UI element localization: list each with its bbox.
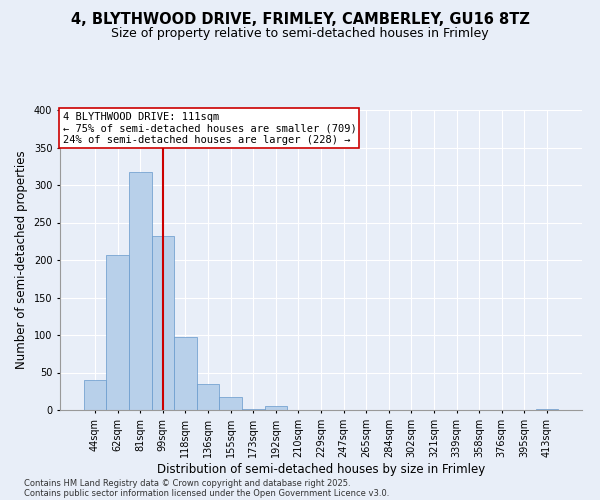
Text: 4, BLYTHWOOD DRIVE, FRIMLEY, CAMBERLEY, GU16 8TZ: 4, BLYTHWOOD DRIVE, FRIMLEY, CAMBERLEY, … bbox=[71, 12, 529, 28]
Bar bbox=[106, 255, 129, 410]
Bar bbox=[197, 384, 220, 410]
Text: Size of property relative to semi-detached houses in Frimley: Size of property relative to semi-detach… bbox=[111, 28, 489, 40]
Bar bbox=[265, 406, 287, 410]
X-axis label: Distribution of semi-detached houses by size in Frimley: Distribution of semi-detached houses by … bbox=[157, 462, 485, 475]
Text: Contains HM Land Registry data © Crown copyright and database right 2025.: Contains HM Land Registry data © Crown c… bbox=[24, 478, 350, 488]
Bar bbox=[536, 409, 558, 410]
Bar bbox=[152, 236, 174, 410]
Text: Contains public sector information licensed under the Open Government Licence v3: Contains public sector information licen… bbox=[24, 488, 389, 498]
Bar bbox=[242, 408, 265, 410]
Bar bbox=[220, 397, 242, 410]
Bar bbox=[84, 380, 106, 410]
Bar bbox=[129, 172, 152, 410]
Y-axis label: Number of semi-detached properties: Number of semi-detached properties bbox=[15, 150, 28, 370]
Bar bbox=[174, 336, 197, 410]
Text: 4 BLYTHWOOD DRIVE: 111sqm
← 75% of semi-detached houses are smaller (709)
24% of: 4 BLYTHWOOD DRIVE: 111sqm ← 75% of semi-… bbox=[62, 112, 356, 144]
